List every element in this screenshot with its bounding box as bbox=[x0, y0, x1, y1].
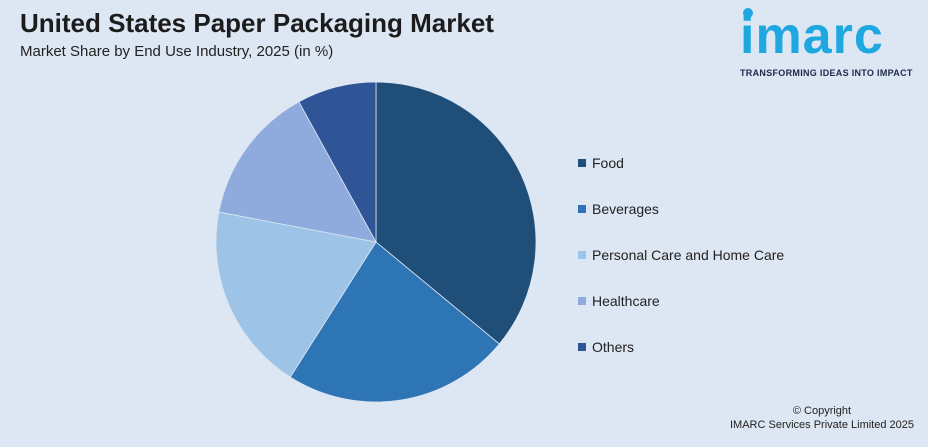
copyright-line: © Copyright bbox=[792, 405, 852, 417]
legend-label-food: Food bbox=[592, 155, 624, 171]
copyright-notice: © Copyright IMARC Services Private Limit… bbox=[730, 404, 914, 432]
logo-dot-icon bbox=[743, 8, 753, 18]
pie-slice-others bbox=[298, 81, 377, 243]
legend-item-healthcare: Healthcare bbox=[578, 278, 784, 324]
legend-item-personal-care: Personal Care and Home Care bbox=[578, 232, 784, 278]
imarc-logo: imarc TRANSFORMING IDEAS INTO IMPACT bbox=[740, 8, 920, 78]
legend-label-personal-care: Personal Care and Home Care bbox=[592, 247, 785, 263]
pie-slice-beverages bbox=[289, 241, 500, 403]
chart-title: United States Paper Packaging Market bbox=[20, 8, 494, 38]
legend-item-others: Others bbox=[578, 324, 784, 370]
copyright-company: IMARC Services Private Limited 2025 bbox=[729, 419, 914, 431]
legend-swatch-food bbox=[578, 159, 586, 167]
logo-wordmark: imarc bbox=[740, 7, 884, 65]
legend-swatch-healthcare bbox=[578, 297, 586, 305]
legend-swatch-others bbox=[578, 343, 586, 351]
pie-slice-personal-care bbox=[215, 211, 377, 378]
legend-swatch-beverages bbox=[578, 205, 586, 213]
chart-subtitle: Market Share by End Use Industry, 2025 (… bbox=[20, 43, 334, 60]
legend-swatch-personal-care bbox=[578, 251, 586, 259]
legend-label-healthcare: Healthcare bbox=[592, 293, 660, 309]
chart-legend: Food Beverages Personal Care and Home Ca… bbox=[578, 140, 784, 370]
legend-item-food: Food bbox=[578, 140, 784, 186]
legend-label-beverages: Beverages bbox=[592, 201, 659, 217]
pie-slice-healthcare bbox=[218, 101, 377, 243]
pie-slice-food bbox=[375, 81, 537, 345]
logo-tagline: TRANSFORMING IDEAS INTO IMPACT bbox=[740, 68, 913, 78]
legend-label-others: Others bbox=[592, 339, 635, 355]
legend-item-beverages: Beverages bbox=[578, 186, 784, 232]
